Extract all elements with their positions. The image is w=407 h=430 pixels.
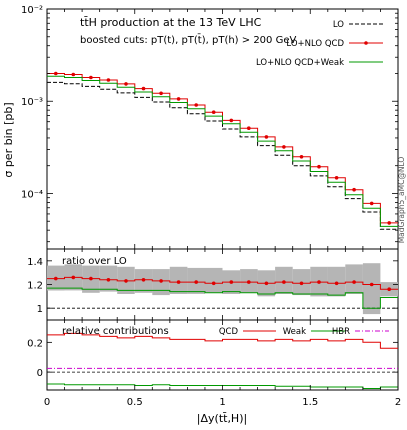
- ratio-panel-label: ratio over LO: [62, 256, 127, 267]
- main-point-1-14: [299, 155, 304, 159]
- ratio-band-17: [345, 264, 363, 294]
- x-axis-label: |Δy(tt̄,H)|: [197, 412, 247, 425]
- legend-label-lo: LO: [333, 20, 344, 30]
- main-y-tick-label-0: 10⁻²: [21, 5, 43, 16]
- x-tick-label-0: 0: [44, 397, 50, 408]
- x-tick-label-4: 2: [395, 397, 401, 408]
- main-point-1-1: [71, 72, 76, 77]
- main-point-1-2: [89, 75, 93, 80]
- main-point-1-10: [229, 118, 234, 123]
- chart-subtitle: boosted cuts: pT(t), pT(t̄), pT(h) > 200…: [80, 33, 296, 46]
- side-label: MadGraph5_aMC@NLO: [397, 157, 406, 244]
- main-point-1-6: [159, 91, 163, 96]
- ratio-y-tick-label-2: 1: [37, 304, 43, 315]
- ratio-point-4: [124, 279, 128, 283]
- chart-title: tt̄H production at the 13 TeV LHC: [80, 16, 262, 29]
- ratio-point-12: [264, 281, 269, 286]
- contrib-legend: QCD Weak HBR: [219, 327, 389, 337]
- y-axis-label: σ per bin [pb]: [2, 102, 15, 177]
- axes-ticks: 0 0.5 1 1.5 2 10⁻² 10⁻³ 10⁻⁴ 1.4 1.2 1 0.2 0: [21, 5, 401, 408]
- main-series-2: [47, 75, 398, 227]
- main-point-1-3: [106, 78, 111, 82]
- contrib-legend-label-weak: Weak: [283, 327, 306, 337]
- contrib-y-tick-label-1: 0: [37, 368, 43, 379]
- contrib-y-tick-label-0: 0.2: [27, 338, 43, 349]
- main-point-1-17: [352, 187, 356, 192]
- legend-label-qcd-weak: LO+NLO QCD+Weak: [256, 58, 344, 68]
- ratio-point-10: [229, 280, 234, 284]
- ratio-band-18: [362, 263, 381, 315]
- main-point-1-5: [141, 86, 146, 91]
- ratio-point-9: [211, 281, 216, 286]
- contrib-series-0: [47, 332, 398, 349]
- main-y-tick-label-2: 10⁻⁴: [21, 189, 43, 200]
- ratio-point-16: [334, 281, 339, 286]
- ratio-point-7: [176, 280, 181, 284]
- ratio-point-14: [299, 281, 304, 286]
- ratio-point-3: [106, 278, 111, 282]
- ratio-band-9: [205, 267, 223, 293]
- main-point-1-15: [317, 164, 321, 169]
- ratio-series-0: [47, 276, 398, 290]
- legend-label-qcd: LO+NLO QCD: [286, 39, 344, 49]
- main-point-1-11: [247, 126, 251, 130]
- ratio-point-11: [247, 280, 251, 284]
- ratio-point-2: [89, 276, 93, 281]
- main-point-1-13: [282, 145, 286, 149]
- ratio-series-1: [47, 287, 398, 309]
- ratio-point-1: [71, 275, 76, 280]
- main-series-0: [47, 81, 398, 230]
- main-legend: LO LO+NLO QCD LO+NLO QCD+Weak: [256, 20, 383, 68]
- ratio-point-13: [282, 280, 286, 284]
- ratio-point-18: [369, 282, 374, 287]
- ratio-point-6: [159, 279, 163, 283]
- x-tick-label-2: 1: [219, 397, 225, 408]
- x-tick-label-3: 1.5: [302, 397, 318, 408]
- ratio-point-19: [387, 287, 392, 292]
- legend-marker-qcd: [364, 41, 368, 45]
- main-point-1-9: [211, 110, 216, 114]
- main-y-tick-label-1: 10⁻³: [21, 97, 43, 108]
- ratio-point-0: [54, 276, 58, 281]
- main-point-1-4: [124, 82, 128, 86]
- contrib-legend-label-qcd: QCD: [219, 327, 239, 337]
- main-point-1-7: [176, 97, 181, 101]
- main-point-1-16: [334, 176, 339, 180]
- contrib-panel-label: relative contributions: [62, 326, 169, 337]
- ratio-point-17: [352, 280, 356, 284]
- main-point-1-19: [387, 221, 392, 225]
- ratio-point-8: [194, 280, 198, 284]
- main-point-1-0: [54, 71, 58, 76]
- ratio-y-tick-label-1: 1.2: [27, 281, 43, 292]
- main-point-1-8: [194, 103, 198, 107]
- ratio-y-tick-label-0: 1.4: [27, 257, 43, 268]
- ratio-point-15: [317, 280, 321, 284]
- contrib-plot-area: [47, 332, 398, 389]
- main-point-1-18: [369, 201, 374, 206]
- contrib-legend-label-hbr: HBR: [332, 327, 350, 337]
- x-tick-label-1: 0.5: [127, 397, 143, 408]
- main-plot-area: [47, 71, 398, 230]
- main-point-1-12: [264, 135, 269, 139]
- ratio-point-5: [141, 278, 146, 282]
- main-series-1: [47, 73, 398, 224]
- ratio-plot-area: [47, 263, 398, 315]
